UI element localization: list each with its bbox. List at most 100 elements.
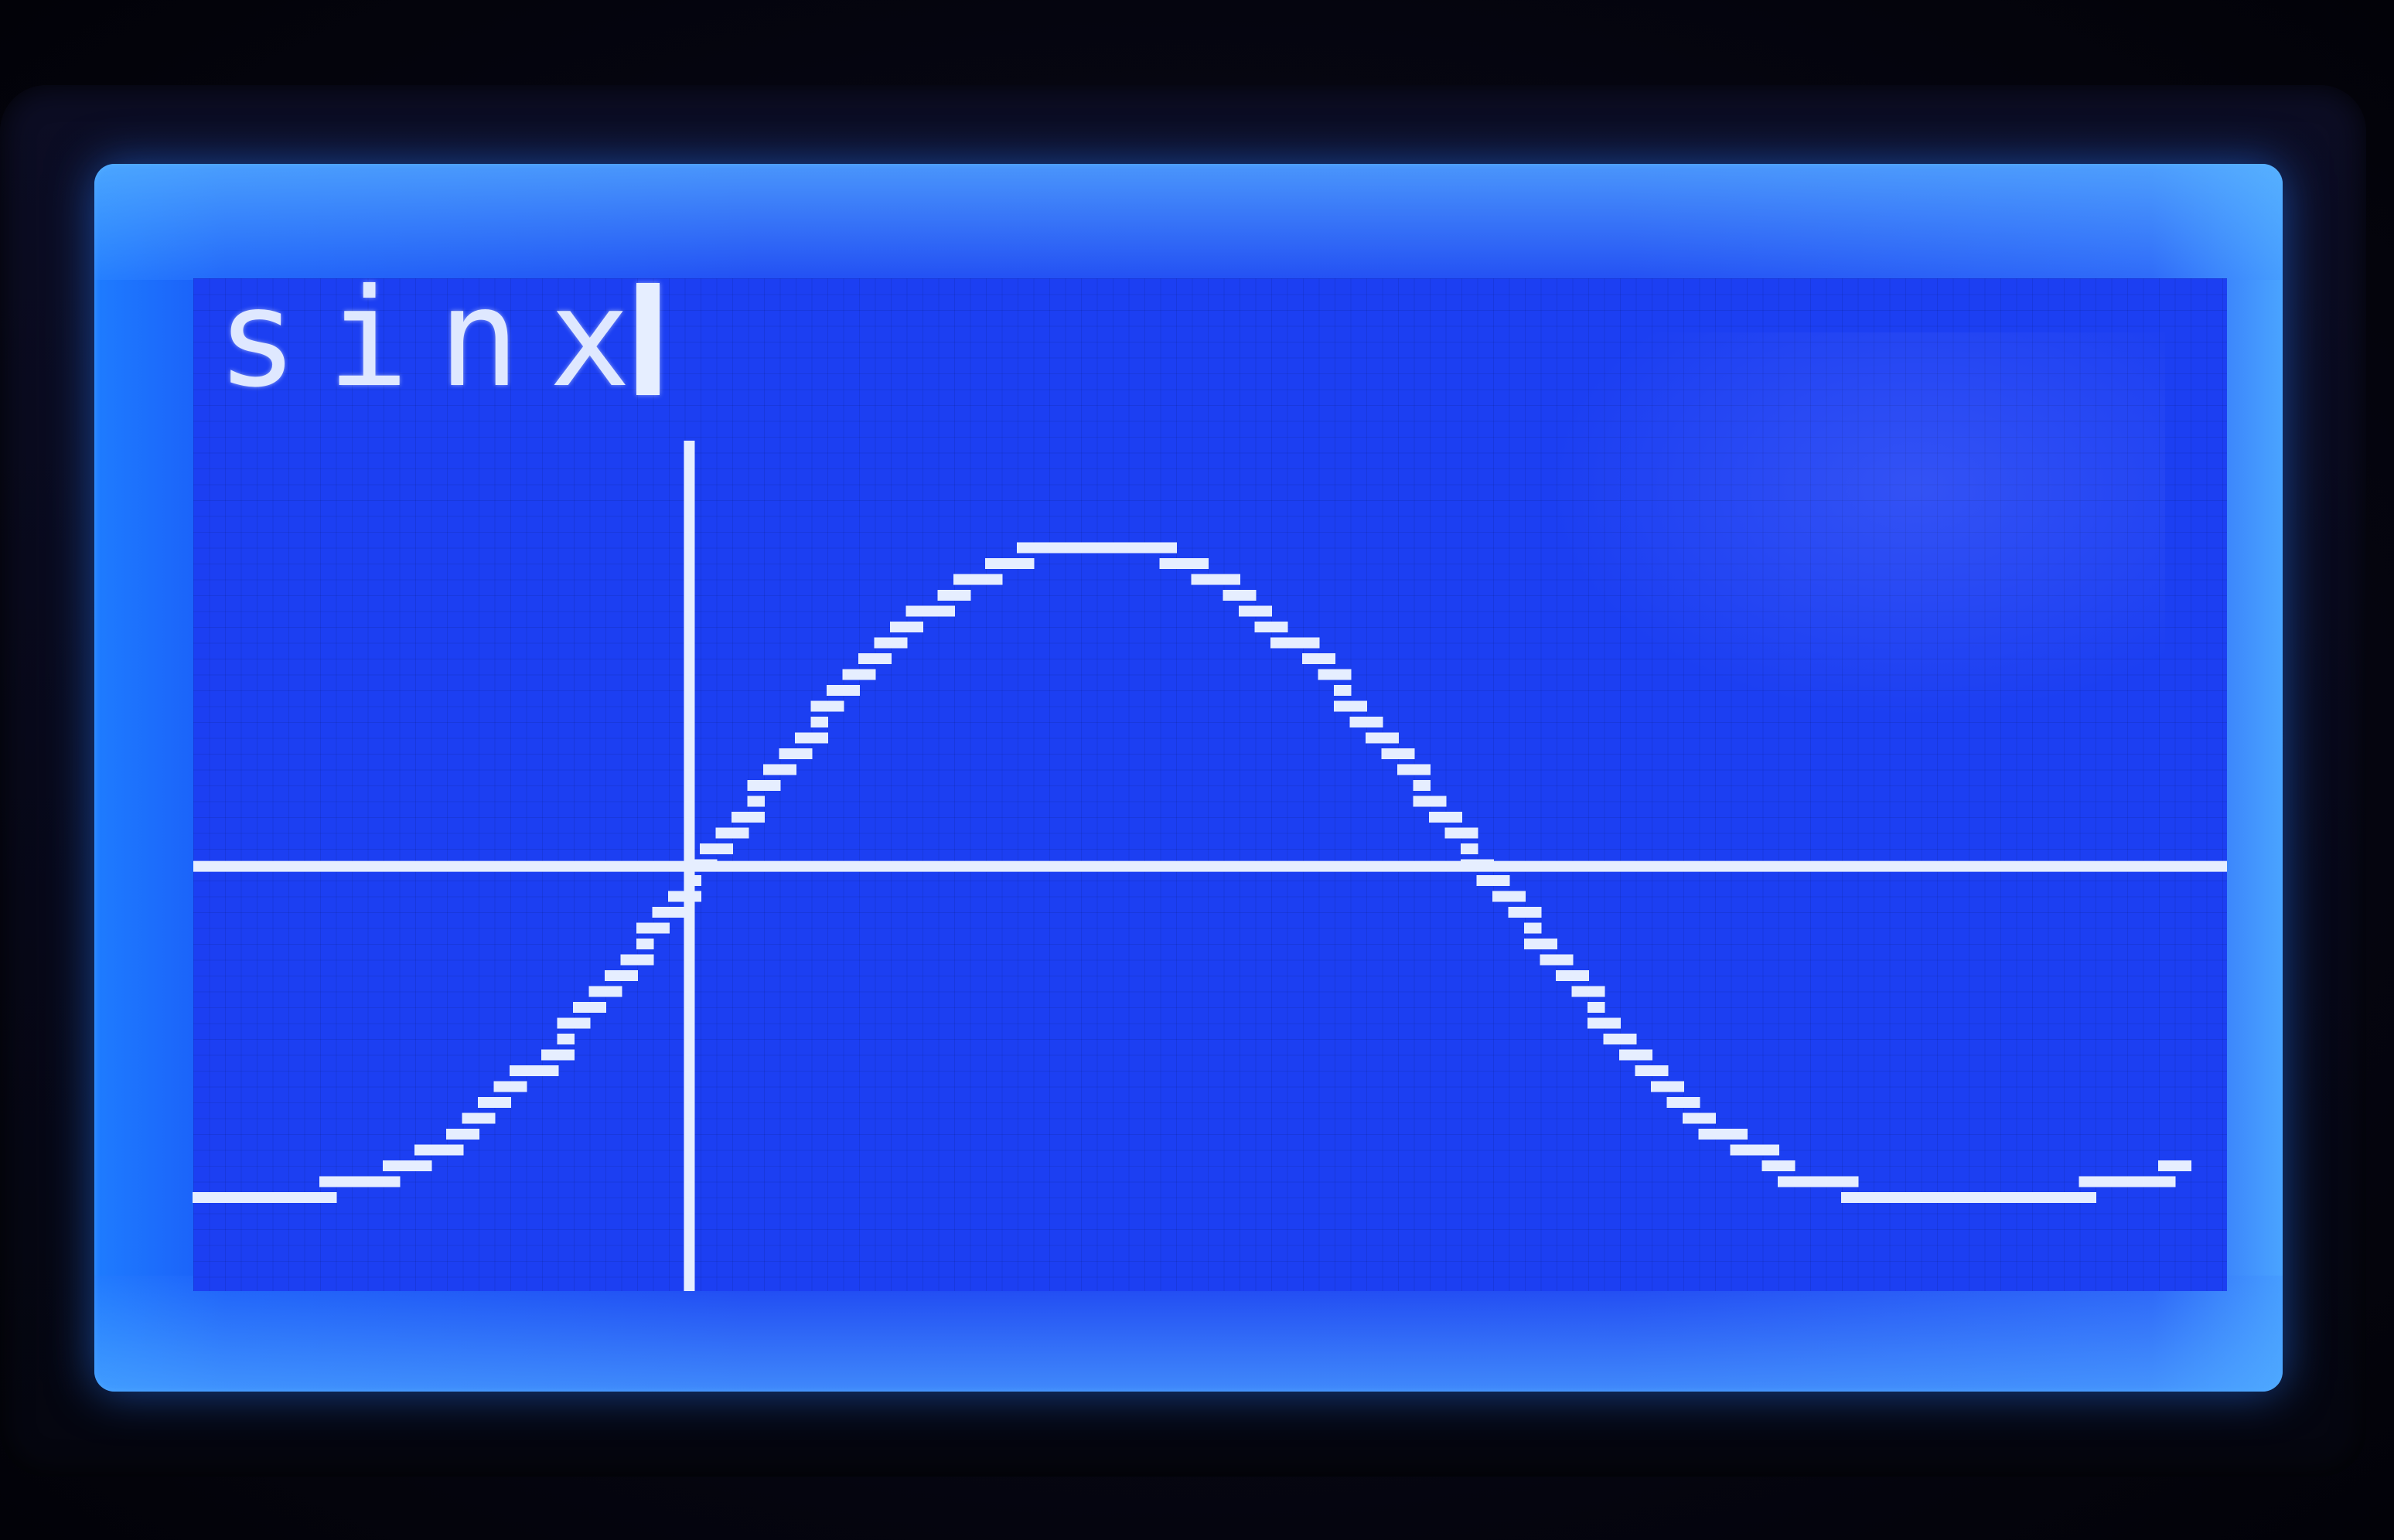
curve-pixel: [747, 780, 765, 791]
curve-pixel: [478, 1097, 496, 1108]
curve-pixel: [588, 986, 606, 997]
curve-pixel: [525, 1065, 543, 1076]
curve-pixel: [636, 954, 654, 966]
curve-pixel: [1413, 764, 1431, 775]
curve-pixel: [1413, 780, 1431, 791]
curve-pixel: [462, 1112, 479, 1124]
curve-pixel: [1429, 812, 1447, 823]
curve-pixel: [1159, 558, 1177, 569]
curve-pixel: [1714, 1129, 1732, 1140]
curve-pixel: [1476, 859, 1494, 871]
curve-pixel: [747, 812, 765, 823]
curve-pixel: [335, 1176, 353, 1187]
curve-pixel: [588, 1002, 606, 1013]
curve-pixel: [383, 1176, 401, 1187]
curve-pixel: [1096, 542, 1113, 554]
curve-pixel: [1587, 986, 1605, 997]
curve-pixel: [636, 922, 654, 934]
curve-pixel: [652, 907, 670, 918]
curve-pixel: [700, 859, 718, 871]
curve-pixel: [1857, 1192, 1874, 1203]
curve-pixel: [1587, 1017, 1605, 1029]
curve-pixel: [493, 1081, 511, 1092]
curve-pixel: [1159, 542, 1177, 554]
curve-pixel: [2158, 1176, 2176, 1187]
curve-pixel: [1492, 891, 1510, 902]
curve-pixel: [541, 1065, 559, 1076]
curve-pixel: [1254, 605, 1272, 617]
curve-pixel: [890, 637, 908, 649]
curve-pixel: [747, 796, 765, 807]
curve-pixel: [1761, 1144, 1779, 1156]
curve-pixel: [1397, 748, 1415, 759]
curve-pixel: [1001, 558, 1018, 569]
curve-pixel: [1302, 637, 1320, 649]
curve-pixel: [1651, 1065, 1669, 1076]
curve-pixel: [398, 1160, 416, 1171]
curve-pixel: [1983, 1192, 2001, 1203]
axes: [193, 441, 2227, 1291]
curve-pixel: [668, 891, 686, 902]
curve-pixel: [1334, 700, 1352, 712]
curve-pixel: [1587, 1002, 1605, 1013]
curve-pixel: [1223, 590, 1240, 601]
equation-display: sinx: [217, 261, 660, 417]
curve-pixel: [430, 1144, 448, 1156]
curve-pixel: [478, 1112, 496, 1124]
plot: [193, 542, 2191, 1203]
curve-pixel: [1413, 796, 1431, 807]
curve-pixel: [1334, 685, 1352, 696]
curve-pixel: [684, 891, 701, 902]
curve-pixel: [842, 685, 860, 696]
curve-pixel: [1603, 1034, 1621, 1044]
curve-pixel: [1841, 1176, 1859, 1187]
curve-pixel: [636, 939, 654, 949]
curve-pixel: [446, 1129, 464, 1140]
lcd-pixel-area: [193, 278, 2227, 1291]
curve-pixel: [827, 700, 844, 712]
curve-pixel: [969, 574, 987, 585]
curve-pixel: [858, 669, 876, 680]
curve-pixel: [1318, 669, 1335, 680]
curve-pixel: [1017, 558, 1035, 569]
curve-pixel: [1302, 653, 1320, 664]
curve-pixel: [557, 1034, 575, 1044]
curve-pixel: [2174, 1160, 2191, 1171]
curve-pixel: [858, 653, 876, 664]
curve-pixel: [1524, 907, 1542, 918]
curve-pixel: [1397, 764, 1415, 775]
curve-pixel: [763, 780, 781, 791]
curve-pixel: [1461, 859, 1478, 871]
curve-pixel: [462, 1129, 479, 1140]
curve-pixel: [1381, 732, 1399, 744]
curve-pixel: [1651, 1081, 1669, 1092]
curve-pixel: [2079, 1192, 2096, 1203]
curve-pixel: [1049, 542, 1066, 554]
curve-pixel: [2110, 1176, 2128, 1187]
curve-pixel: [271, 1192, 289, 1203]
curve-pixel: [1936, 1192, 1954, 1203]
curve-pixel: [1381, 748, 1399, 759]
curve-pixel: [874, 637, 892, 649]
curve-pixel: [684, 875, 701, 886]
curve-pixel: [414, 1160, 432, 1171]
curve-pixel: [288, 1192, 305, 1203]
curve-pixel: [810, 700, 828, 712]
curve-pixel: [795, 732, 813, 744]
curve-pixel: [1349, 717, 1367, 727]
curve-pixel: [620, 954, 638, 966]
curve-pixel: [1508, 907, 1526, 918]
curve-pixel: [1366, 717, 1383, 727]
curve-pixel: [985, 558, 1003, 569]
curve-pixel: [1286, 637, 1304, 649]
curve-pixel: [1524, 922, 1542, 934]
curve-pixel: [2047, 1192, 2065, 1203]
curve-pixel: [1270, 637, 1288, 649]
curve-pixel: [1793, 1176, 1811, 1187]
equation-text: sinx: [217, 260, 660, 417]
curve-pixel: [1635, 1065, 1652, 1076]
curve-pixel: [1571, 986, 1589, 997]
curve-pixel: [1635, 1049, 1652, 1061]
curve-pixel: [1127, 542, 1145, 554]
curve-pixel: [351, 1176, 369, 1187]
